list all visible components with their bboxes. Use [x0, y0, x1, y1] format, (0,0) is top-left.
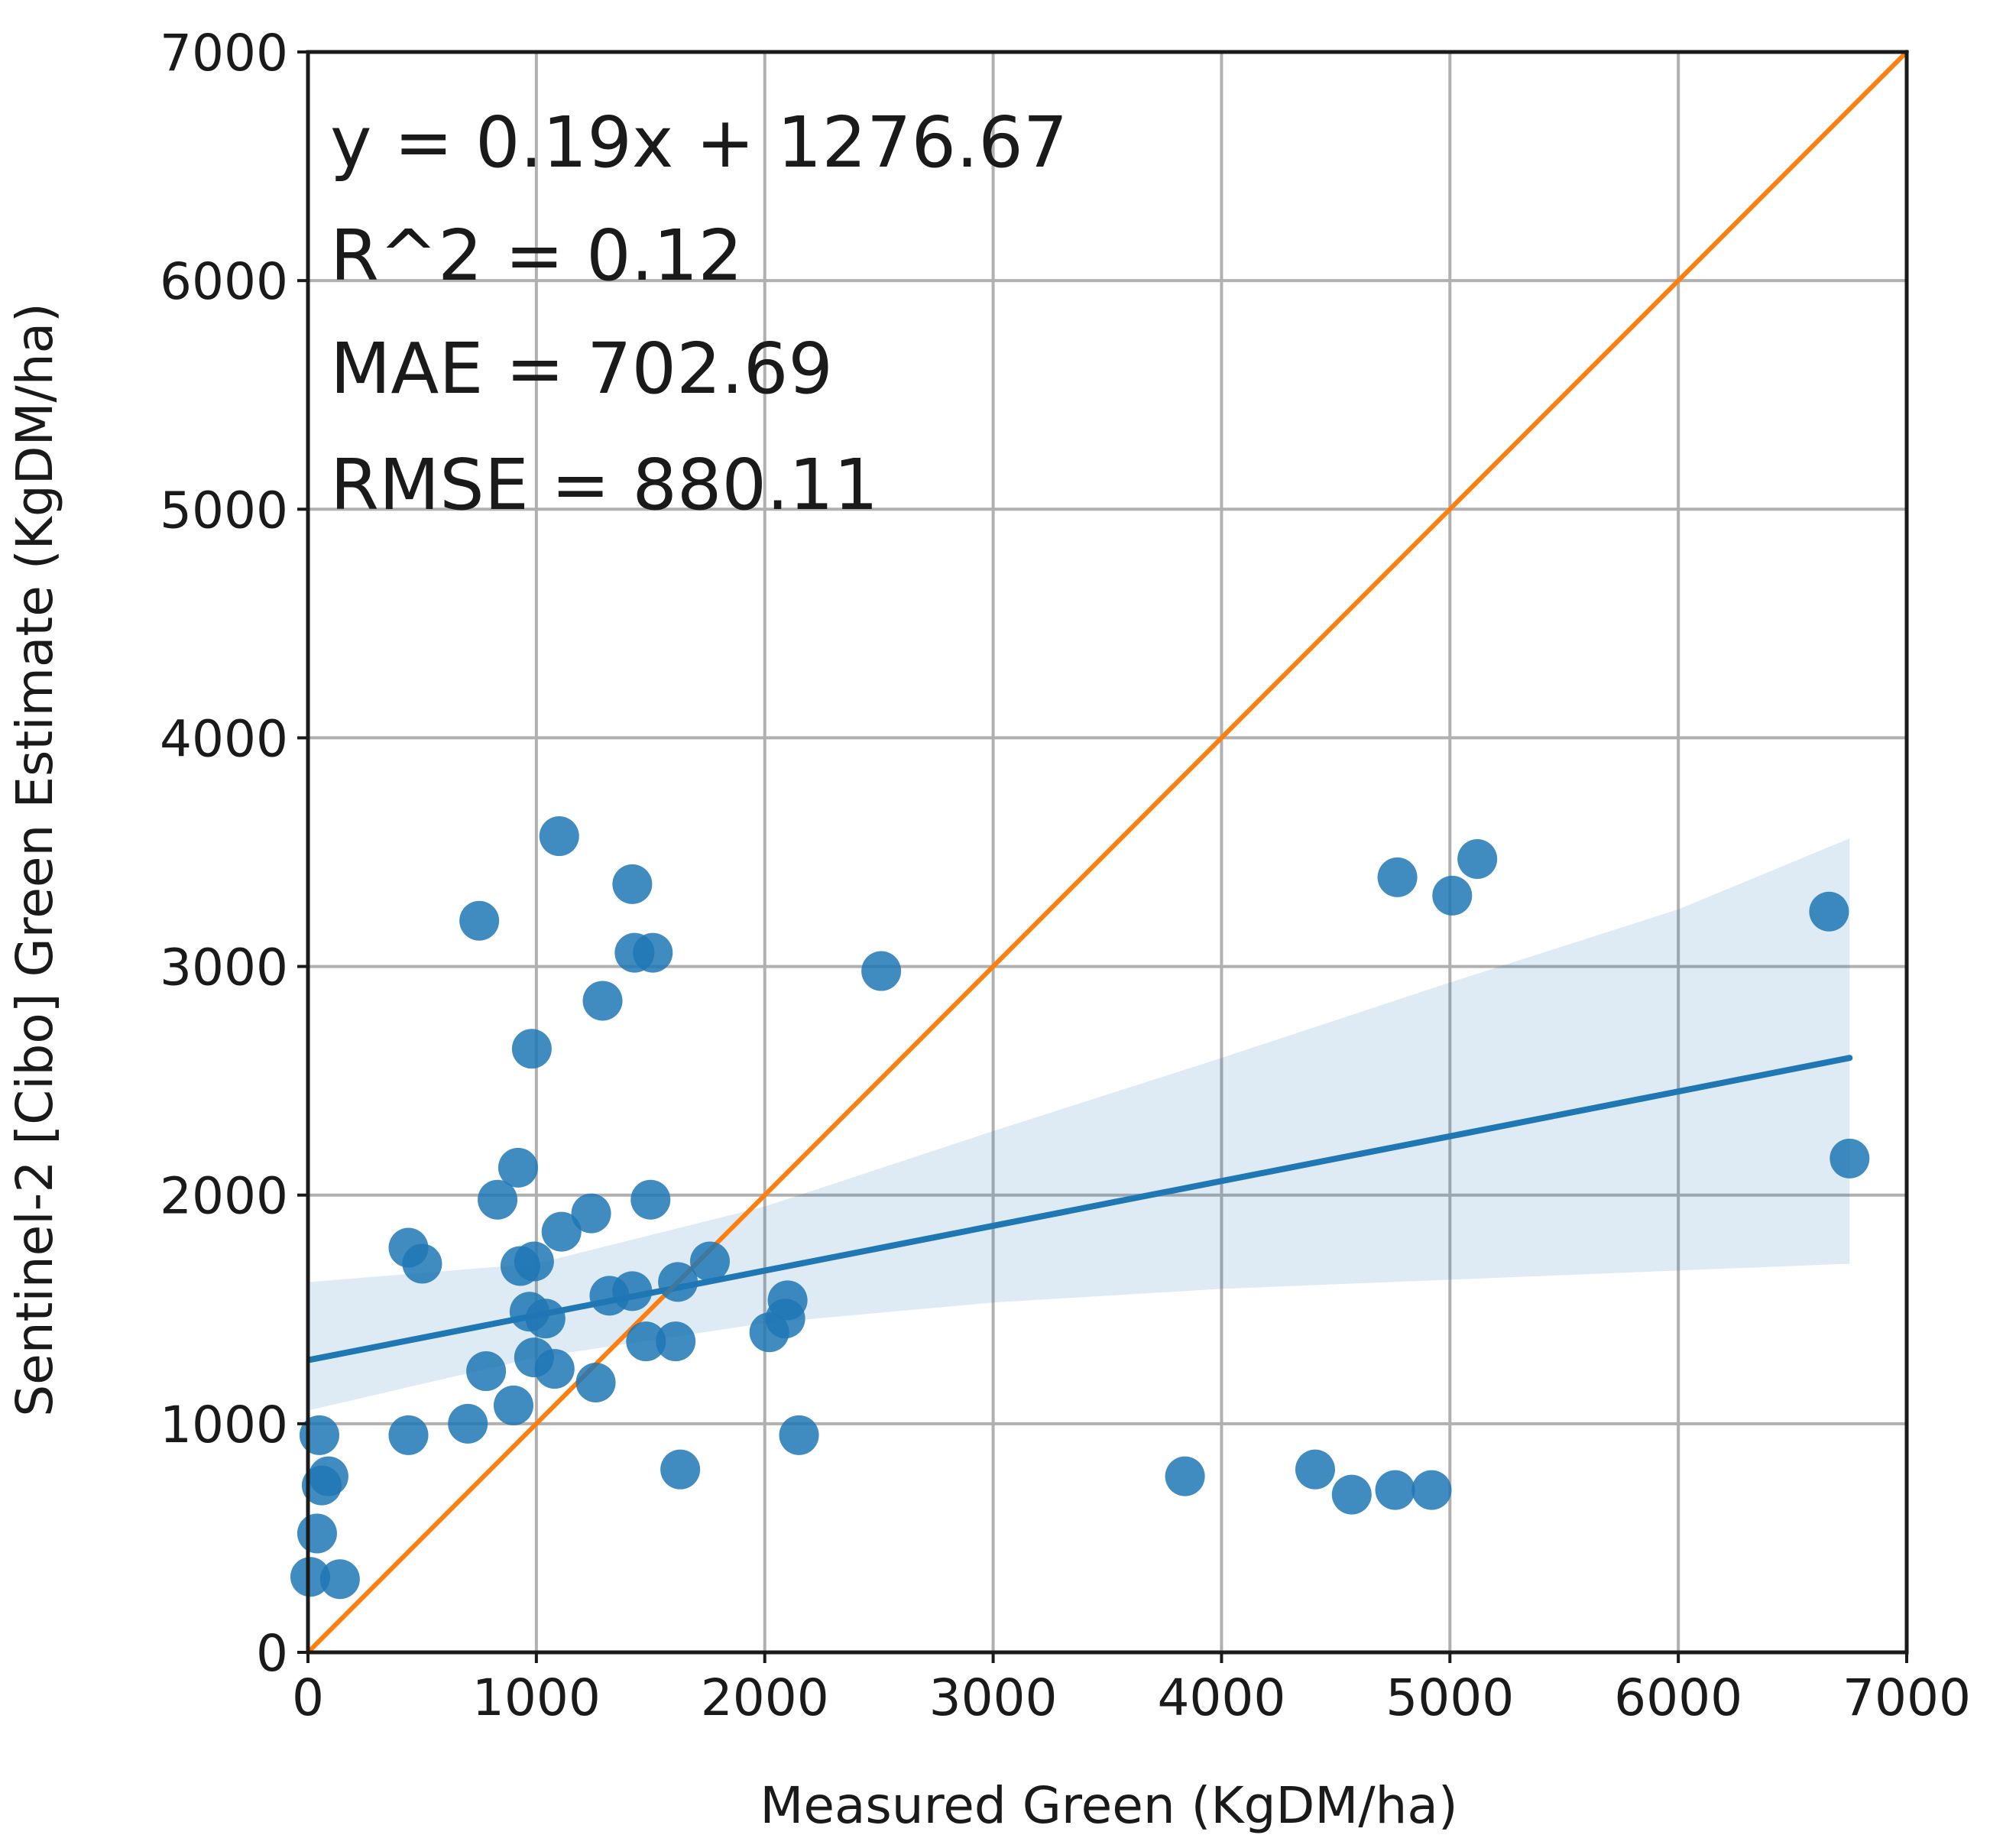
y-tick-label-6000: 6000 [160, 252, 288, 311]
data-point-32 [493, 1385, 533, 1425]
x-axis-label: Measured Green (KgDM/ha) [760, 1776, 1457, 1835]
data-point-41 [290, 1557, 330, 1597]
data-point-43 [1165, 1456, 1205, 1496]
data-point-33 [448, 1403, 488, 1444]
data-point-2 [612, 864, 653, 904]
annotation-mae: MAE = 702.69 [330, 328, 833, 410]
x-tick-label-6000: 6000 [1614, 1668, 1742, 1727]
data-point-48 [1377, 857, 1418, 897]
data-point-47 [1411, 1470, 1452, 1510]
y-tick-label-3000: 3000 [160, 939, 288, 997]
data-point-0 [539, 816, 579, 857]
data-point-6 [511, 1029, 552, 1069]
x-tick-label-1000: 1000 [472, 1668, 601, 1727]
data-point-36 [299, 1415, 339, 1455]
data-point-31 [575, 1363, 616, 1403]
x-tick-label-5000: 5000 [1386, 1668, 1514, 1727]
data-point-37 [660, 1449, 701, 1490]
data-point-10 [630, 1179, 671, 1220]
data-point-17 [689, 1241, 730, 1282]
y-tick-label-2000: 2000 [160, 1167, 288, 1226]
y-tick-label-1000: 1000 [160, 1396, 288, 1454]
identity-line-path [306, 50, 1909, 1655]
data-point-40 [297, 1513, 337, 1554]
data-point-49 [1432, 875, 1473, 916]
x-tick-label-2000: 2000 [701, 1668, 829, 1727]
y-tick-label-4000: 4000 [160, 709, 288, 768]
data-point-16 [514, 1241, 554, 1282]
regression-line [306, 1055, 1853, 1363]
data-point-12 [541, 1211, 582, 1252]
data-point-39 [301, 1465, 342, 1506]
data-point-51 [1809, 891, 1849, 932]
data-point-35 [779, 1415, 819, 1455]
data-point-20 [612, 1271, 653, 1311]
annotation-rmse: RMSE = 880.11 [330, 444, 878, 526]
plot-frame [306, 50, 1909, 1655]
data-point-5 [582, 981, 623, 1021]
y-axis-label: Sentinel-2 [Cibo] Green Estimate (KgDM/h… [5, 303, 64, 1417]
data-point-29 [534, 1349, 575, 1389]
data-point-50 [1457, 838, 1498, 879]
y-axis-ticks: 0 1000 2000 3000 4000 5000 6000 7000 [160, 24, 308, 1683]
annotation-equation: y = 0.19x + 1276.67 [330, 102, 1068, 183]
data-point-9 [478, 1179, 518, 1220]
data-point-8 [498, 1147, 538, 1188]
annotation-r-squared: R^2 = 0.12 [330, 215, 743, 297]
x-tick-label-3000: 3000 [929, 1668, 1058, 1727]
y-tick-label-0: 0 [256, 1624, 288, 1683]
data-point-52 [1830, 1138, 1870, 1179]
data-point-4 [633, 932, 673, 973]
data-point-30 [466, 1351, 507, 1392]
data-point-11 [571, 1193, 611, 1234]
x-tick-label-4000: 4000 [1157, 1668, 1285, 1727]
data-point-34 [388, 1415, 429, 1455]
data-point-18 [658, 1262, 698, 1302]
y-tick-label-7000: 7000 [160, 24, 288, 83]
data-point-26 [626, 1321, 666, 1362]
data-point-23 [525, 1298, 566, 1339]
data-point-44 [1295, 1449, 1335, 1490]
x-axis-ticks: 0 1000 2000 3000 4000 5000 6000 7000 [292, 1652, 1971, 1727]
data-point-7 [861, 951, 902, 991]
data-point-27 [656, 1321, 696, 1362]
data-point-45 [1331, 1474, 1372, 1515]
regression-line-path [306, 1055, 1853, 1363]
data-point-25 [749, 1312, 789, 1353]
identity-line [306, 50, 1909, 1655]
x-tick-label-7000: 7000 [1843, 1668, 1971, 1727]
x-tick-label-0: 0 [292, 1668, 324, 1727]
data-point-42 [319, 1559, 360, 1600]
y-tick-label-5000: 5000 [160, 481, 288, 540]
data-point-46 [1375, 1470, 1415, 1510]
data-point-1 [459, 900, 500, 941]
data-point-14 [402, 1243, 442, 1284]
